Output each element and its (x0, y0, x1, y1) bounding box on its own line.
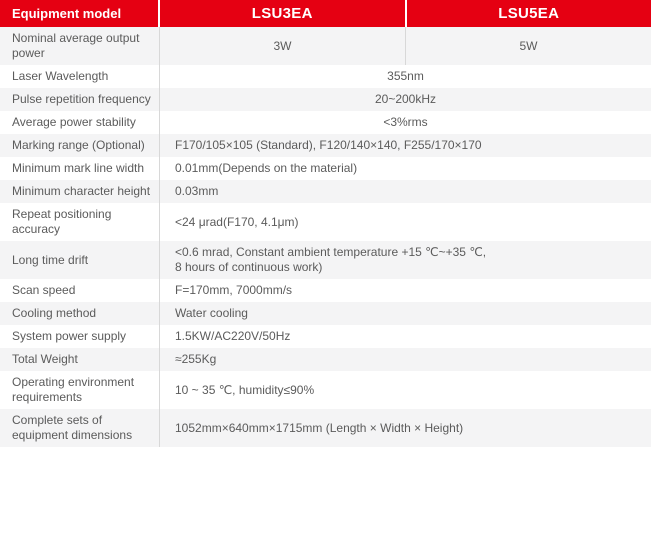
row-label: Minimum character height (0, 180, 160, 203)
row-label: Cooling method (0, 302, 160, 325)
table-row: Repeat positioning accuracy <24 μrad(F170… (0, 203, 651, 241)
row-label: Laser Wavelength (0, 65, 160, 88)
table-row: Total Weight ≈255Kg (0, 348, 651, 371)
table-row: Operating environment requirements 10 ~ 3… (0, 371, 651, 409)
table-header-row: Equipment model LSU3EA LSU5EA (0, 0, 651, 27)
row-label: Average power stability (0, 111, 160, 134)
header-equipment-model: Equipment model (0, 0, 160, 27)
row-label: Long time drift (0, 241, 160, 279)
row-value: <0.6 mrad, Constant ambient temperature … (175, 245, 487, 274)
table-row: Scan speed F=170mm, 7000mm/s (0, 279, 651, 302)
table-row: Minimum mark line width 0.01mm(Depends on… (0, 157, 651, 180)
row-value: Water cooling (175, 306, 248, 320)
table-row: Pulse repetition frequency 20~200kHz (0, 88, 651, 111)
table-row: Marking range (Optional) F170/105×105 (St… (0, 134, 651, 157)
row-value: <24 μrad(F170, 4.1μm) (175, 214, 299, 229)
row-label: Scan speed (0, 279, 160, 302)
row-label: Total Weight (0, 348, 160, 371)
row-value: 10 ~ 35 ℃, humidity≤90% (175, 382, 315, 397)
table-row: Minimum character height 0.03mm (0, 180, 651, 203)
row-label: Pulse repetition frequency (0, 88, 160, 111)
table-row: Average power stability <3%rms (0, 111, 651, 134)
table-row: Complete sets of equipment dimensions 105… (0, 409, 651, 447)
row-value: 5W (405, 27, 651, 65)
row-label: Complete sets of equipment dimensions (0, 409, 160, 447)
row-value: <3%rms (383, 115, 428, 129)
table-row: Cooling method Water cooling (0, 302, 651, 325)
row-label: Repeat positioning accuracy (0, 203, 160, 241)
header-model-lsu3ea: LSU3EA (160, 0, 407, 27)
table-row: System power supply 1.5KW/AC220V/50Hz (0, 325, 651, 348)
table-row: Laser Wavelength 355nm (0, 65, 651, 88)
row-value: 1052mm×640mm×1715mm (Length × Width × He… (175, 420, 464, 435)
row-label: Operating environment requirements (0, 371, 160, 409)
row-value: F170/105×105 (Standard), F120/140×140, F… (175, 138, 482, 152)
row-value: ≈255Kg (175, 352, 217, 366)
table-row: Long time drift <0.6 mrad, Constant ambie… (0, 241, 651, 279)
row-value: 3W (273, 38, 292, 53)
row-label: Minimum mark line width (0, 157, 160, 180)
equipment-spec-table: Equipment model LSU3EA LSU5EA Nominal av… (0, 0, 651, 447)
row-value: 0.03mm (175, 184, 219, 198)
row-value: 355nm (387, 69, 424, 83)
table-row: Nominal average output power 3W 5W (0, 27, 651, 65)
row-value: F=170mm, 7000mm/s (175, 283, 293, 297)
row-label: Marking range (Optional) (0, 134, 160, 157)
header-model-lsu5ea: LSU5EA (498, 5, 560, 22)
row-label: System power supply (0, 325, 160, 348)
row-value: 0.01mm(Depends on the material) (175, 161, 358, 175)
row-value: 1.5KW/AC220V/50Hz (175, 329, 291, 343)
table-body: Nominal average output power 3W 5W Laser Wa… (0, 27, 651, 447)
row-value: 20~200kHz (374, 92, 437, 106)
row-label: Nominal average output power (0, 27, 160, 65)
